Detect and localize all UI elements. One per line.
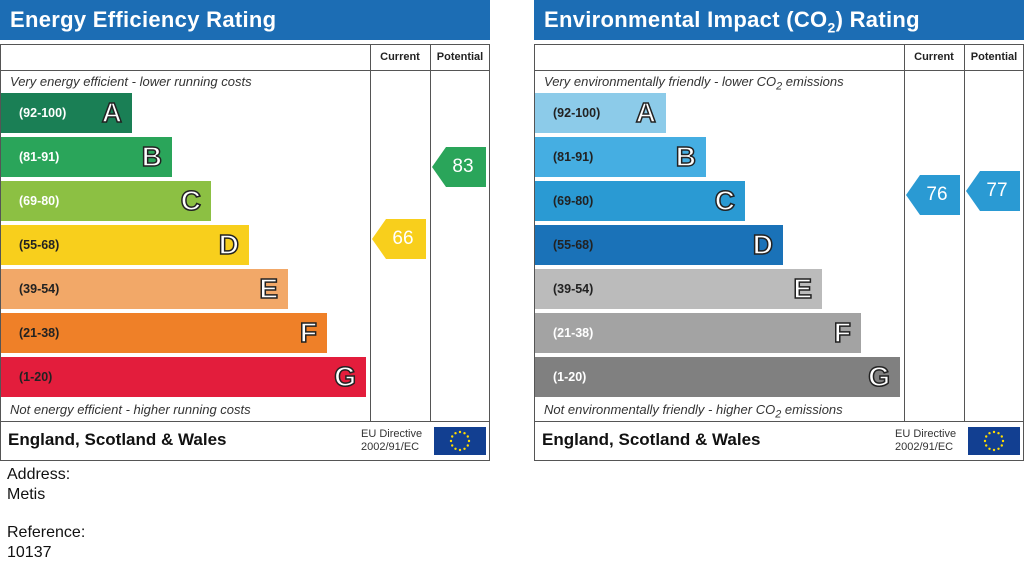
- energy-efficiency-panel: Energy Efficiency Rating Current Potential…: [0, 0, 490, 461]
- band-letter: F: [833, 316, 852, 349]
- band-range: (1-20): [553, 370, 587, 384]
- band-letter: D: [752, 228, 774, 261]
- band-range: (55-68): [19, 238, 60, 252]
- environmental-impact-panel: Environmental Impact (CO2) Rating Current…: [534, 0, 1024, 461]
- band-letter: G: [333, 360, 356, 393]
- bottom-note: Not energy efficient - higher running co…: [10, 402, 251, 417]
- column-divider: [370, 44, 371, 422]
- band-letter: A: [635, 96, 657, 129]
- column-header-potential: Potential: [970, 51, 1018, 63]
- eu-directive: EU Directive 2002/91/EC: [361, 428, 422, 454]
- bottom-note: Not environmentally friendly - higher CO…: [544, 402, 843, 421]
- chart-title: Environmental Impact (CO2) Rating: [534, 0, 1024, 40]
- band-range: (55-68): [553, 238, 594, 252]
- band-bar-D: (55-68) D: [535, 225, 783, 265]
- band-bar-E: (39-54) E: [1, 269, 288, 309]
- band-range: (21-38): [19, 326, 60, 340]
- band-letter: B: [141, 140, 163, 173]
- region-label: England, Scotland & Wales: [542, 430, 761, 449]
- header-divider: [0, 70, 490, 71]
- band-bar-A: (92-100) A: [1, 93, 132, 133]
- eu-flag-icon: [968, 427, 1020, 455]
- band-letter: B: [675, 140, 697, 173]
- band-bar-C: (69-80) C: [1, 181, 211, 221]
- footer-divider: [534, 421, 1024, 422]
- region-label: England, Scotland & Wales: [8, 430, 227, 449]
- column-header-potential: Potential: [436, 51, 484, 63]
- band-range: (92-100): [19, 106, 67, 120]
- band-range: (39-54): [553, 282, 594, 296]
- band-letter: C: [180, 184, 202, 217]
- band-bar-F: (21-38) F: [1, 313, 327, 353]
- band-letter: E: [793, 272, 813, 305]
- band-range: (69-80): [19, 194, 60, 208]
- band-range: (1-20): [19, 370, 53, 384]
- band-letter: A: [101, 96, 123, 129]
- band-bar-A: (92-100) A: [535, 93, 666, 133]
- eu-directive: EU Directive 2002/91/EC: [895, 428, 956, 454]
- band-letter: D: [218, 228, 240, 261]
- column-header-current: Current: [914, 51, 954, 63]
- directive-number: 2002/91/EC: [361, 441, 420, 453]
- band-bar-B: (81-91) B: [535, 137, 706, 177]
- band-bar-F: (21-38) F: [535, 313, 861, 353]
- band-range: (39-54): [19, 282, 60, 296]
- reference-value: 10137: [7, 544, 52, 561]
- band-letter: F: [299, 316, 318, 349]
- band-letter: G: [867, 360, 890, 393]
- reference-label: Reference:: [7, 524, 86, 541]
- chart-title: Energy Efficiency Rating: [0, 0, 490, 40]
- top-note: Very environmentally friendly - lower CO…: [544, 74, 844, 93]
- band-bar-E: (39-54) E: [535, 269, 822, 309]
- header-divider: [534, 70, 1024, 71]
- directive-line: EU Directive: [361, 428, 423, 440]
- directive-number: 2002/91/EC: [895, 441, 954, 453]
- band-range: (81-91): [553, 150, 594, 164]
- band-range: (21-38): [553, 326, 594, 340]
- address-value: Metis: [7, 486, 46, 503]
- band-bar-G: (1-20) G: [535, 357, 900, 397]
- band-bar-G: (1-20) G: [1, 357, 366, 397]
- chart-frame: [0, 44, 490, 461]
- column-divider: [904, 44, 905, 422]
- band-range: (81-91): [19, 150, 60, 164]
- band-bar-C: (69-80) C: [535, 181, 745, 221]
- band-range: (92-100): [553, 106, 601, 120]
- band-bar-D: (55-68) D: [1, 225, 249, 265]
- address-label: Address:: [7, 466, 71, 483]
- footer-divider: [0, 421, 490, 422]
- eu-flag-icon: [434, 427, 486, 455]
- band-bar-B: (81-91) B: [1, 137, 172, 177]
- top-note: Very energy efficient - lower running co…: [10, 74, 252, 89]
- column-divider: [430, 44, 431, 422]
- band-range: (69-80): [553, 194, 594, 208]
- column-header-current: Current: [380, 51, 420, 63]
- band-letter: E: [259, 272, 279, 305]
- directive-line: EU Directive: [895, 428, 957, 440]
- band-letter: C: [714, 184, 736, 217]
- column-divider: [964, 44, 965, 422]
